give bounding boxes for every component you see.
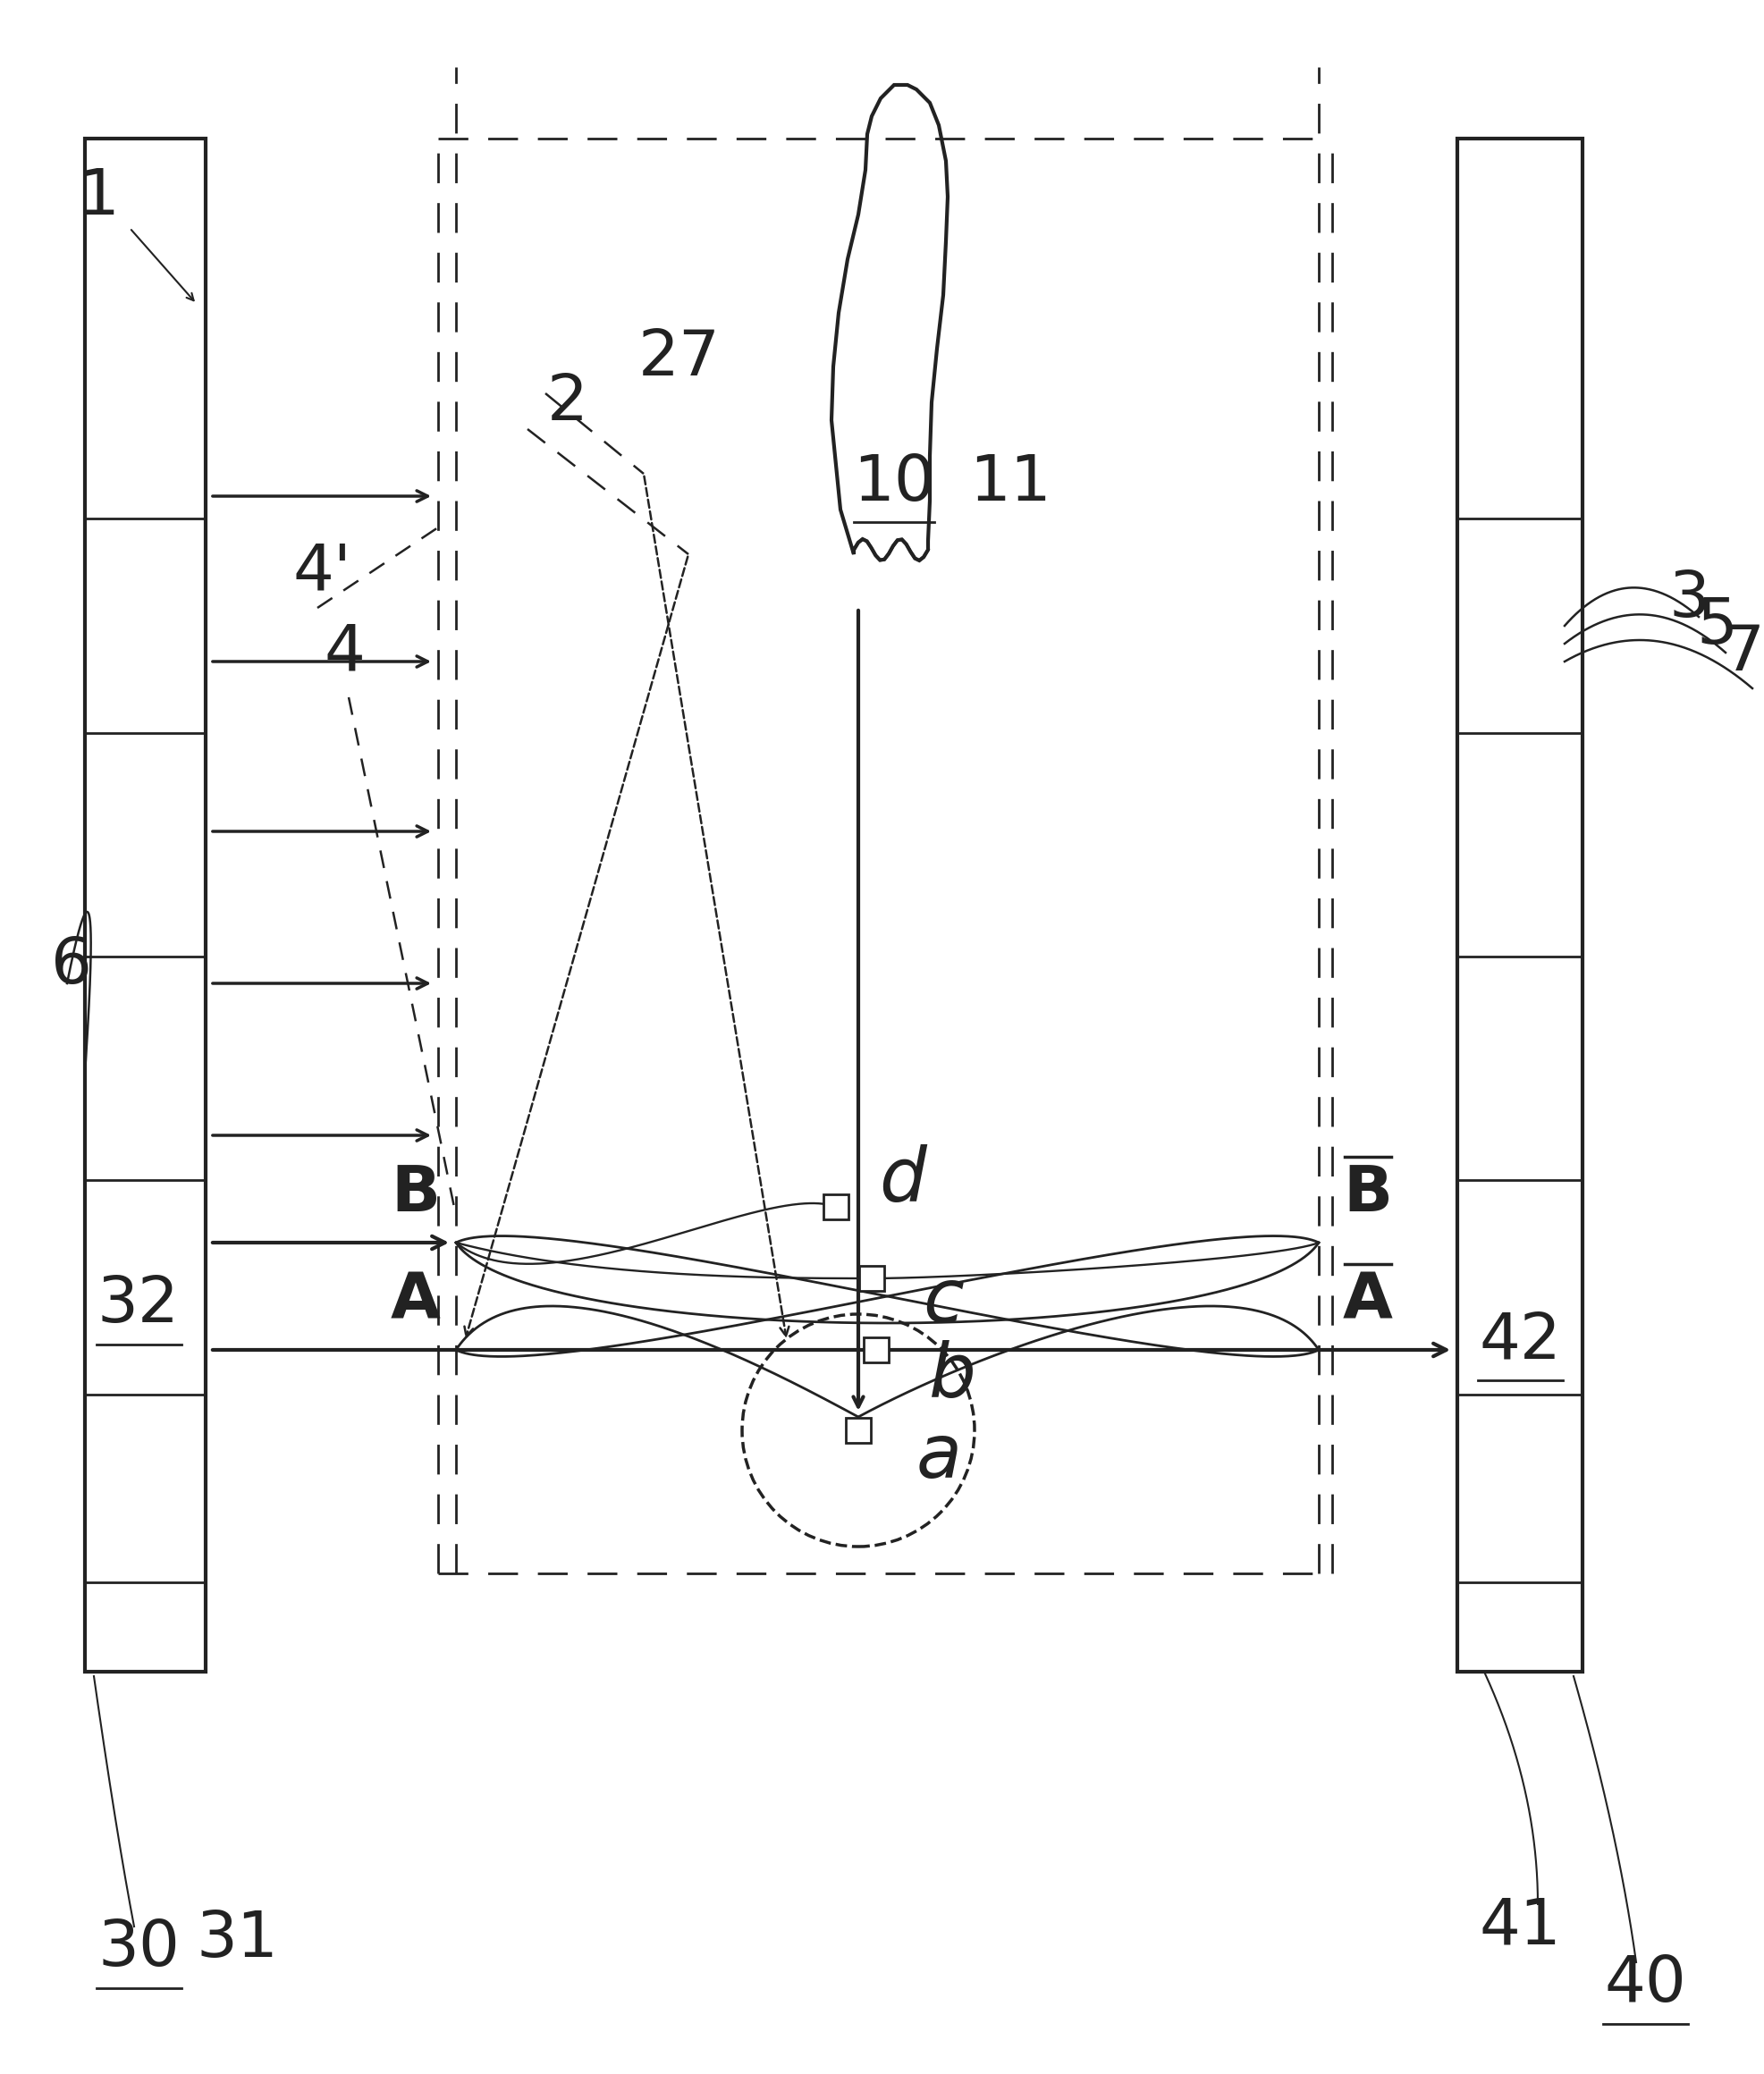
Text: 1: 1 (78, 166, 118, 228)
Bar (845, 1419, 870, 1444)
Text: 4: 4 (323, 622, 365, 684)
Text: 31: 31 (196, 1908, 279, 1970)
Bar (863, 1338, 889, 1363)
Text: 2: 2 (547, 371, 587, 433)
Text: 10: 10 (852, 452, 935, 514)
Text: B: B (1342, 1164, 1392, 1224)
Text: 4': 4' (293, 541, 351, 604)
Text: c: c (923, 1265, 963, 1338)
Text: b: b (928, 1340, 975, 1412)
Text: 30: 30 (97, 1918, 180, 1981)
Text: 11: 11 (968, 452, 1051, 514)
Text: 6: 6 (51, 935, 92, 996)
Bar (85, 139, 206, 1672)
Text: 40: 40 (1603, 1954, 1685, 2016)
Text: 5: 5 (1695, 595, 1736, 657)
Bar (1457, 139, 1582, 1672)
Text: 42: 42 (1478, 1311, 1559, 1371)
Text: d: d (878, 1145, 926, 1215)
Text: B: B (392, 1164, 441, 1224)
Bar (859, 1265, 884, 1290)
Text: 3: 3 (1669, 568, 1709, 630)
Text: A: A (1342, 1269, 1392, 1332)
Bar (824, 1195, 848, 1220)
Text: 41: 41 (1478, 1896, 1559, 1958)
Text: 7: 7 (1722, 622, 1762, 684)
Text: 27: 27 (639, 328, 720, 388)
Text: 32: 32 (97, 1273, 180, 1336)
Text: a: a (916, 1421, 961, 1493)
Text: A: A (390, 1269, 441, 1332)
